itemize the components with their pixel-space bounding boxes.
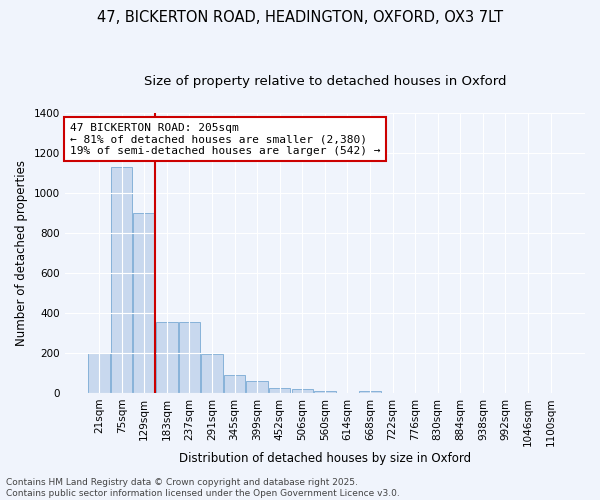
Bar xyxy=(201,354,223,393)
Text: 47, BICKERTON ROAD, HEADINGTON, OXFORD, OX3 7LT: 47, BICKERTON ROAD, HEADINGTON, OXFORD, … xyxy=(97,10,503,25)
Y-axis label: Number of detached properties: Number of detached properties xyxy=(15,160,28,346)
Bar xyxy=(111,167,133,393)
Bar xyxy=(224,375,245,393)
Bar xyxy=(156,322,178,393)
Text: Contains HM Land Registry data © Crown copyright and database right 2025.
Contai: Contains HM Land Registry data © Crown c… xyxy=(6,478,400,498)
Bar xyxy=(179,322,200,393)
Bar xyxy=(359,391,381,393)
Bar xyxy=(269,388,290,393)
Bar xyxy=(292,389,313,393)
Text: 47 BICKERTON ROAD: 205sqm
← 81% of detached houses are smaller (2,380)
19% of se: 47 BICKERTON ROAD: 205sqm ← 81% of detac… xyxy=(70,122,380,156)
Bar xyxy=(88,353,110,393)
X-axis label: Distribution of detached houses by size in Oxford: Distribution of detached houses by size … xyxy=(179,452,471,465)
Bar xyxy=(247,381,268,393)
Bar xyxy=(314,391,335,393)
Title: Size of property relative to detached houses in Oxford: Size of property relative to detached ho… xyxy=(143,75,506,88)
Bar xyxy=(133,213,155,393)
